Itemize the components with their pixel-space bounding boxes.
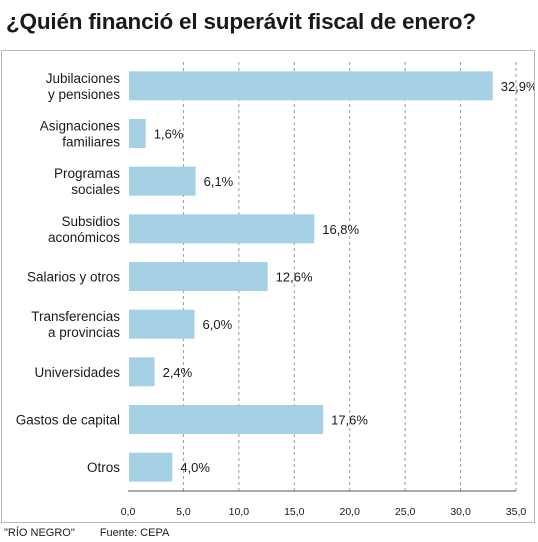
category-label: Subsidios aconómicos bbox=[48, 214, 120, 245]
category-label: Salarios y otros bbox=[27, 270, 120, 285]
bar-value-label: 32,9% bbox=[501, 79, 534, 94]
bars bbox=[129, 71, 493, 482]
category-label: Jubilaciones y pensiones bbox=[46, 71, 121, 102]
bar bbox=[129, 357, 155, 387]
bar-value-label: 17,6% bbox=[331, 413, 368, 428]
bar-value-label: 1,6% bbox=[154, 127, 184, 142]
bar-chart: 0,0 5,0 10,0 15,0 20,0 25,0 30,0 35,0 32,9% Jubi… bbox=[16, 62, 534, 518]
bar bbox=[129, 405, 324, 434]
bar-value-label: 2,4% bbox=[163, 365, 193, 380]
x-axis: 0,0 5,0 10,0 15,0 20,0 25,0 30,0 35,0 bbox=[121, 490, 527, 518]
bar bbox=[129, 262, 268, 291]
bar bbox=[129, 71, 493, 101]
labels: 32,9% Jubilaciones y pensiones 1,6% Asignaci… bbox=[16, 71, 534, 475]
footer: "RÍO NEGRO" Fuente: CEPA bbox=[4, 527, 191, 539]
category-label: Asignaciones familiares bbox=[40, 119, 121, 150]
bar bbox=[129, 166, 196, 196]
x-tick-label: 0,0 bbox=[121, 506, 136, 518]
chart-frame: 0,0 5,0 10,0 15,0 20,0 25,0 30,0 35,0 32,9% Jubi… bbox=[1, 50, 535, 523]
bar-value-label: 12,6% bbox=[276, 270, 313, 285]
source-text: Fuente: CEPA bbox=[99, 527, 170, 539]
bar-value-label: 16,8% bbox=[322, 222, 359, 237]
bar bbox=[129, 214, 315, 244]
x-tick-label: 30,0 bbox=[450, 506, 471, 518]
bar-value-label: 6,1% bbox=[204, 174, 234, 189]
category-label: Otros bbox=[87, 460, 120, 475]
chart-title: ¿Quién financió el superávit fiscal de e… bbox=[6, 9, 476, 34]
category-label: Transferencias a provincias bbox=[31, 309, 120, 340]
x-tick-label: 25,0 bbox=[395, 506, 416, 518]
x-tick-label: 15,0 bbox=[284, 506, 305, 518]
category-label: Gastos de capital bbox=[16, 413, 120, 428]
x-tick-label: 35,0 bbox=[506, 506, 527, 518]
bar bbox=[129, 119, 146, 148]
category-label: Programas sociales bbox=[54, 166, 120, 197]
bar-value-label: 6,0% bbox=[203, 317, 233, 332]
x-tick-label: 10,0 bbox=[229, 506, 250, 518]
category-label: Universidades bbox=[34, 365, 120, 380]
bar bbox=[129, 452, 173, 482]
x-tick-label: 5,0 bbox=[176, 506, 191, 518]
x-tick-label: 20,0 bbox=[339, 506, 360, 518]
bar-value-label: 4,0% bbox=[180, 460, 210, 475]
credit-text: "RÍO NEGRO" bbox=[4, 527, 75, 539]
bar bbox=[129, 309, 195, 339]
